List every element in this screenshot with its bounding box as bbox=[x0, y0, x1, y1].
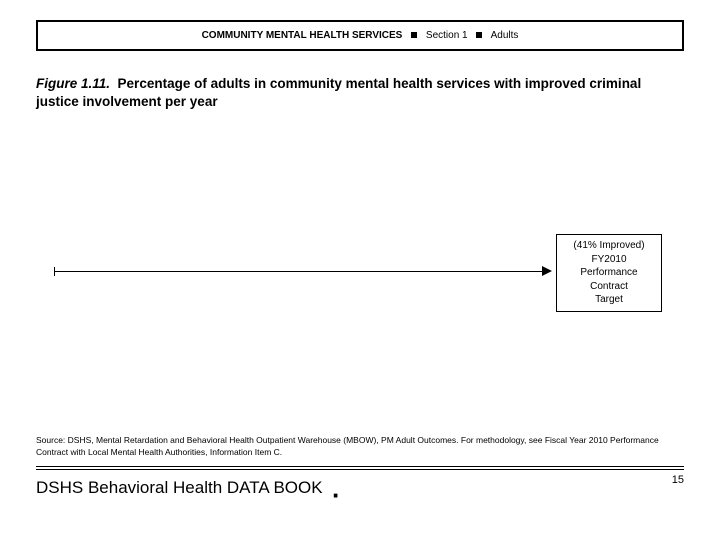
figure-number: Figure 1.11. bbox=[36, 76, 110, 91]
bullet-icon: . bbox=[332, 474, 339, 504]
separator-square-icon bbox=[476, 32, 482, 38]
separator-square-icon bbox=[411, 32, 417, 38]
header-band: COMMUNITY MENTAL HEALTH SERVICES Section… bbox=[36, 20, 684, 51]
book-title: DSHS Behavioral Health DATA BOOK . bbox=[36, 474, 339, 498]
footer-row: DSHS Behavioral Health DATA BOOK . 15 bbox=[36, 474, 684, 498]
chart-area: (41% Improved) FY2010 Performance Contra… bbox=[36, 121, 684, 351]
target-line4: Contract bbox=[559, 280, 659, 294]
arrow-head-icon bbox=[542, 266, 552, 276]
header-section: Section 1 bbox=[426, 30, 468, 41]
header-group: Adults bbox=[491, 30, 519, 41]
target-line5: Target bbox=[559, 293, 659, 307]
target-box: (41% Improved) FY2010 Performance Contra… bbox=[556, 234, 662, 312]
figure-title: Figure 1.11. Percentage of adults in com… bbox=[36, 75, 684, 111]
footer-rule bbox=[36, 469, 684, 470]
source-note: Source: DSHS, Mental Retardation and Beh… bbox=[36, 435, 684, 463]
book-title-text: DSHS Behavioral Health DATA BOOK bbox=[36, 478, 323, 497]
target-line2: FY2010 bbox=[559, 253, 659, 267]
page-number: 15 bbox=[672, 474, 684, 486]
target-line1: (41% Improved) bbox=[559, 239, 659, 253]
footer-rule bbox=[36, 466, 684, 467]
header-main: COMMUNITY MENTAL HEALTH SERVICES bbox=[202, 30, 403, 41]
target-line3: Performance bbox=[559, 266, 659, 280]
arrow-line bbox=[54, 271, 542, 272]
figure-caption: Percentage of adults in community mental… bbox=[36, 76, 641, 109]
